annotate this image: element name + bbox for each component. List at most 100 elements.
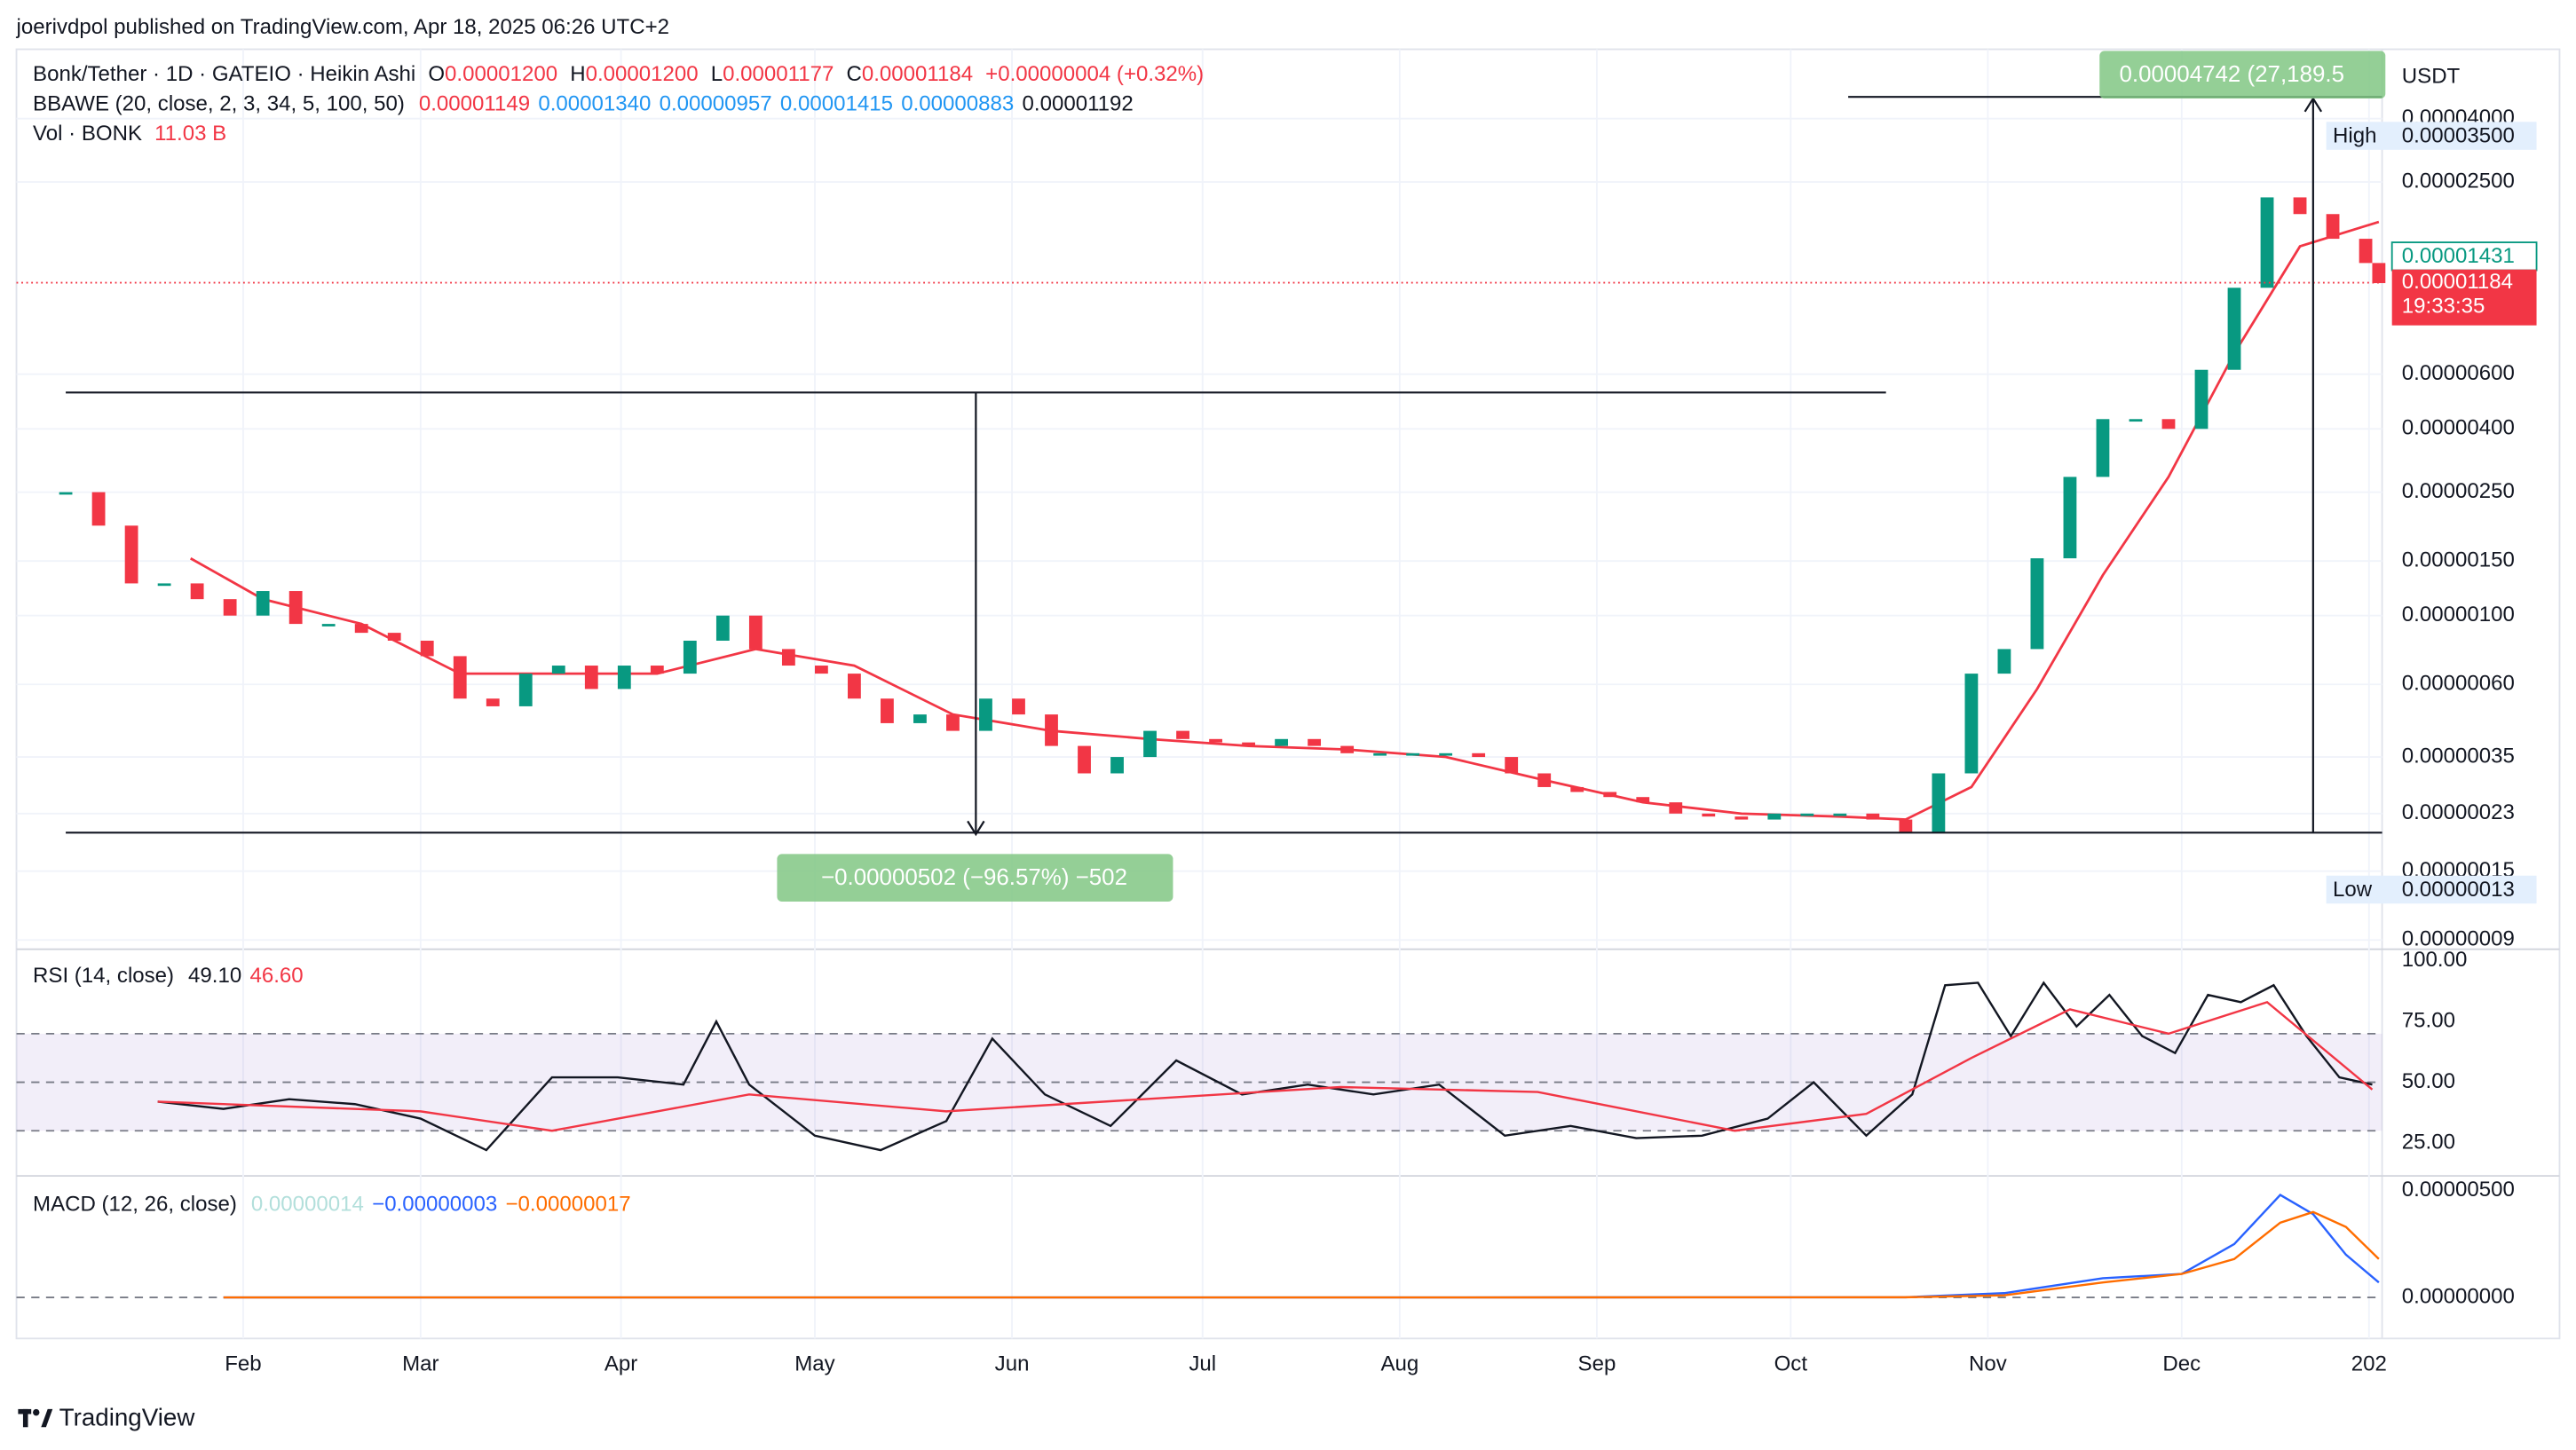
logo-part xyxy=(33,1408,40,1416)
candle xyxy=(1669,802,1683,814)
y-tick-label: 0.00000009 xyxy=(2402,927,2515,951)
indicator-label: MACD (12, 26, close) xyxy=(33,1193,237,1217)
rsi-legend: RSI (14, close) 49.10 46.60 xyxy=(33,965,304,989)
candle xyxy=(584,666,598,690)
candle xyxy=(1373,753,1387,756)
line-series xyxy=(223,1210,2380,1299)
ohlc-key: H xyxy=(570,62,585,86)
y-tick-label: 0.00000400 xyxy=(2402,416,2515,440)
y-tick-label: 0.00000023 xyxy=(2402,800,2515,824)
indicator-value: 0.00000957 xyxy=(660,92,772,116)
candle xyxy=(288,591,303,625)
candle xyxy=(190,583,204,600)
candle xyxy=(1702,813,1716,817)
bbawe-legend: BBAWE (20, close, 2, 3, 34, 5, 100, 50) … xyxy=(33,92,1134,116)
indicator-label: RSI (14, close) xyxy=(33,965,174,989)
measure-box xyxy=(2099,51,2386,99)
candle xyxy=(617,666,631,690)
x-tick-label: Jul xyxy=(1189,1351,1216,1375)
arrow-head xyxy=(967,820,985,837)
macd-legend: MACD (12, 26, close) 0.00000014 −0.000000… xyxy=(33,1193,631,1217)
indicator-value: 0.00000014 xyxy=(251,1193,364,1217)
candle xyxy=(2194,369,2209,429)
marker-label: 0.00001431 xyxy=(2402,244,2515,268)
x-tick-label: Aug xyxy=(1380,1351,1418,1375)
indicator-value: −0.00000003 xyxy=(372,1193,497,1217)
x-tick-label: May xyxy=(794,1351,834,1375)
candle xyxy=(2096,419,2110,477)
candle xyxy=(354,624,368,634)
candle xyxy=(2293,197,2307,215)
price-tag xyxy=(2391,269,2537,326)
y-tick-label: 0.00002500 xyxy=(2402,169,2515,193)
marker-tag xyxy=(2390,241,2538,272)
ohlc-value: 0.00001177 xyxy=(723,62,834,86)
change: +0.00000004 (+0.32%) xyxy=(985,62,1204,86)
ohlc-value: 0.00001200 xyxy=(445,62,557,86)
indicator-label: BBAWE (20, close, 2, 3, 34, 5, 100, 50) xyxy=(33,92,405,116)
y-tick-label: 0.00000035 xyxy=(2402,744,2515,768)
candle xyxy=(1472,753,1486,758)
marker-tag xyxy=(2326,122,2537,150)
candle xyxy=(2227,288,2241,370)
frame xyxy=(15,48,2561,1340)
price-legend: Bonk/Tether · 1D · GATEIO · Heikin Ashi … xyxy=(33,62,1204,86)
countdown: 19:33:35 xyxy=(2402,295,2485,319)
candle xyxy=(683,640,697,674)
candle xyxy=(1997,649,2011,674)
candle xyxy=(1406,753,1420,756)
candle xyxy=(979,698,992,731)
price-label: 0.00001184 xyxy=(2402,270,2513,294)
publish-header: joerivdpol published on TradingView.com,… xyxy=(16,15,669,39)
volume-value: 11.03 B xyxy=(154,122,226,146)
candle xyxy=(2260,197,2274,288)
currency: USDT xyxy=(2402,64,2461,88)
candle xyxy=(1767,813,1782,820)
marker-name: High xyxy=(2333,123,2376,147)
candle xyxy=(1636,797,1650,803)
x-tick-label: Mar xyxy=(402,1351,439,1375)
indicator-value: 0.00001149 xyxy=(419,92,530,116)
candle xyxy=(848,674,861,699)
candle xyxy=(551,666,565,674)
symbol-title: Bonk/Tether · 1D · GATEIO · Heikin Ashi xyxy=(33,62,415,86)
x-tick-label: Apr xyxy=(604,1351,637,1375)
indicator-label: Vol · BONK xyxy=(33,122,142,146)
chart-layer: Feb Mar Apr May Jun Jul Aug Sep Oct Nov Dec 202 0.00… xyxy=(16,49,2538,1375)
indicator-value: 0.00001340 xyxy=(538,92,651,116)
indicator-value: 49.10 xyxy=(188,965,241,989)
measure-tools xyxy=(66,96,2382,837)
marker-name: Low xyxy=(2333,878,2373,902)
x-tick-label: Jun xyxy=(995,1351,1030,1375)
x-tick-label: 202 xyxy=(2351,1351,2387,1375)
ohlc-key: C xyxy=(846,62,861,86)
candle xyxy=(2326,214,2340,240)
candle xyxy=(1340,745,1355,753)
candle xyxy=(1603,792,1617,798)
y-tick-label: 0.00000600 xyxy=(2402,361,2515,385)
y-tick-label: 100.00 xyxy=(2402,948,2468,972)
brand: TradingView xyxy=(59,1403,196,1430)
candle xyxy=(1570,786,1584,792)
candle xyxy=(748,615,763,650)
y-tick-label: 0.00000100 xyxy=(2402,603,2515,626)
candle xyxy=(2030,558,2044,650)
candle xyxy=(781,649,795,666)
marker-label: 0.00000013 xyxy=(2402,878,2515,902)
x-tick-label: Nov xyxy=(1969,1351,2007,1375)
candle xyxy=(321,624,336,626)
candle xyxy=(1308,738,1322,746)
candle xyxy=(1275,738,1288,746)
measure-box xyxy=(777,854,1173,902)
line-series xyxy=(157,981,2373,1152)
candle xyxy=(256,591,270,616)
candle xyxy=(2359,239,2373,264)
ohlc-value: 0.00001200 xyxy=(586,62,699,86)
indicator-value: −0.00000017 xyxy=(505,1193,630,1217)
y-tick-label: 0.00000150 xyxy=(2402,548,2515,572)
ohlc-key: O xyxy=(428,62,445,86)
candle xyxy=(946,714,960,731)
candle xyxy=(1242,742,1255,746)
candle xyxy=(453,656,467,699)
